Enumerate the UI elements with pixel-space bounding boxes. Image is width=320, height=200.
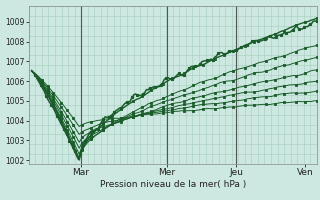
X-axis label: Pression niveau de la mer( hPa ): Pression niveau de la mer( hPa ) — [100, 180, 246, 189]
